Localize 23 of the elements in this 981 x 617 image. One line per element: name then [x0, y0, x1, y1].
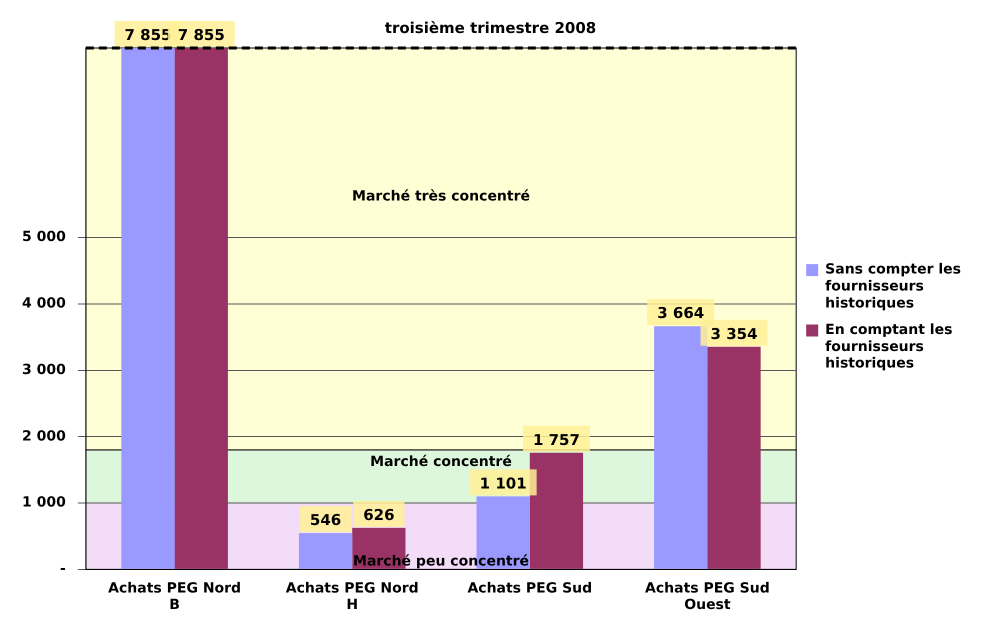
- band-label: Marché très concentré: [352, 188, 530, 205]
- chart-title: troisième trimestre 2008: [384, 18, 596, 37]
- data-label: 3 354: [710, 324, 758, 343]
- x-tick-label: Achats PEG Nord H: [286, 580, 419, 614]
- data-label: 1 757: [532, 430, 580, 449]
- data-label: 626: [363, 506, 395, 524]
- data-label: 546: [310, 511, 342, 530]
- y-tick-label: 1 000: [22, 494, 66, 511]
- data-label: 7 855: [178, 26, 225, 44]
- y-tick-label: 3 000: [22, 362, 66, 378]
- data-label: 1 101: [480, 474, 527, 492]
- legend-label: Sans compter les fournisseurs historiques: [825, 262, 962, 312]
- y-tick-label: -: [60, 561, 66, 578]
- x-tick-label: Achats PEG Nord B: [108, 580, 242, 614]
- band-label: Marché concentré: [370, 454, 512, 470]
- x-tick-label: Achats PEG Sud: [467, 580, 592, 596]
- y-tick-label: 4 000: [22, 296, 66, 312]
- y-tick-label: 2 000: [22, 428, 66, 444]
- y-tick-label: 5 000: [22, 229, 66, 246]
- data-label: 3 664: [657, 304, 704, 322]
- data-label: 7 855: [124, 26, 172, 44]
- x-tick-label: Achats PEG Sud Ouest: [645, 580, 770, 614]
- legend-label: En comptant les fournisseurs historiques: [825, 322, 952, 372]
